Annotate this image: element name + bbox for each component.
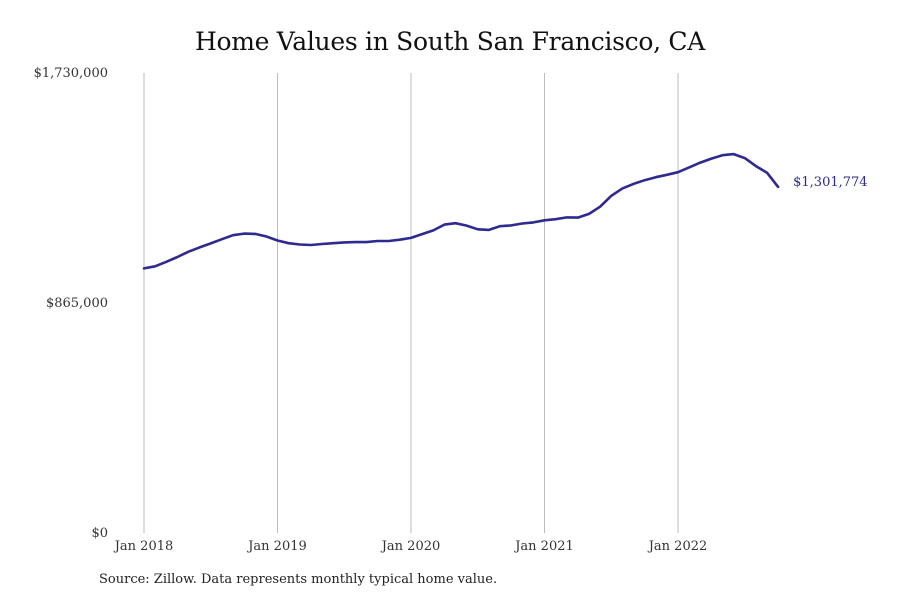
x-tick-label: Jan 2020 xyxy=(380,539,441,554)
x-tick-label: Jan 2022 xyxy=(647,539,708,554)
series-line xyxy=(142,152,780,270)
x-axis-tick-labels: Jan 2018 Jan 2019 Jan 2020 Jan 2021 Jan 2022 xyxy=(113,539,708,554)
y-tick-label: $865,000 xyxy=(46,296,108,311)
source-note: Source: Zillow. Data represents monthly … xyxy=(99,572,498,587)
series-layer: $1,301,774 xyxy=(142,152,868,270)
gridlines xyxy=(143,73,679,533)
x-tick-label: Jan 2019 xyxy=(246,539,307,554)
end-value-label: $1,301,774 xyxy=(793,175,867,190)
y-axis-tick-labels: $0 $865,000 $1,730,000 xyxy=(34,66,108,541)
x-tick-label: Jan 2018 xyxy=(113,539,174,554)
chart-title: Home Values in South San Francisco, CA xyxy=(195,27,705,56)
y-tick-label: $1,730,000 xyxy=(34,66,108,81)
x-tick-label: Jan 2021 xyxy=(513,539,574,554)
y-tick-label: $0 xyxy=(91,526,108,541)
